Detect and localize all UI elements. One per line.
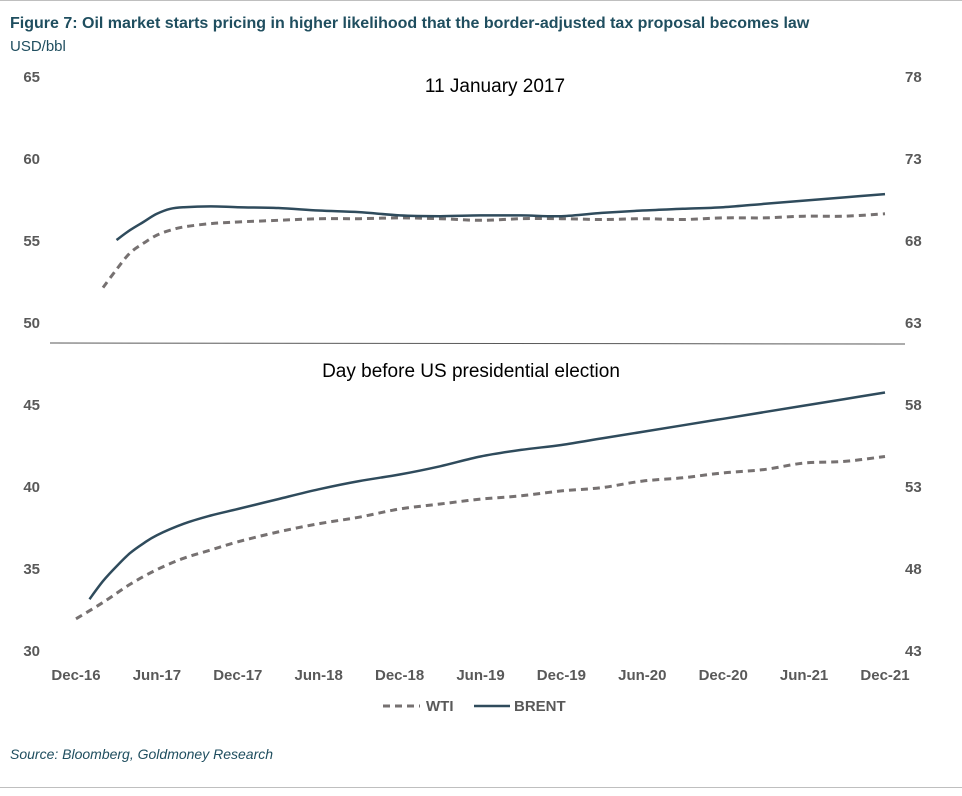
panel-divider xyxy=(49,342,906,345)
bottom-brent-line xyxy=(88,391,886,600)
series-layer xyxy=(75,192,886,621)
right-tick-label: 73 xyxy=(905,151,922,168)
left-tick-label: 45 xyxy=(23,397,40,414)
left-tick-label: 35 xyxy=(23,561,40,578)
figure-source: Source: Bloomberg, Goldmoney Research xyxy=(10,746,274,762)
left-tick-label: 55 xyxy=(23,233,40,250)
x-tick-label: Dec-20 xyxy=(699,667,748,684)
x-tick-label: Jun-20 xyxy=(618,667,666,684)
right-tick-label: 63 xyxy=(905,315,922,332)
legend-wti-label: WTI xyxy=(426,698,454,715)
bottom-rule xyxy=(0,787,962,788)
right-tick-label: 68 xyxy=(905,233,922,250)
x-axis: Dec-16 Jun-17 Dec-17 Jun-18 Dec-18 Jun-19 Dec-… xyxy=(51,667,909,684)
left-tick-label: 40 xyxy=(23,479,40,496)
legend-brent-label: BRENT xyxy=(514,698,566,715)
figure-unit: USD/bbl xyxy=(10,38,66,55)
x-tick-label: Jun-21 xyxy=(780,667,828,684)
x-tick-label: Jun-19 xyxy=(456,667,504,684)
left-tick-label: 60 xyxy=(23,151,40,168)
x-tick-label: Dec-16 xyxy=(51,667,100,684)
right-axis: 78 73 68 63 58 53 48 43 xyxy=(905,69,922,660)
x-tick-label: Jun-18 xyxy=(295,667,343,684)
right-tick-label: 58 xyxy=(905,397,922,414)
top-wti-line xyxy=(101,212,886,289)
left-axis: 65 60 55 50 45 40 35 30 xyxy=(23,69,40,660)
x-tick-label: Dec-19 xyxy=(537,667,586,684)
figure-title: Figure 7: Oil market starts pricing in h… xyxy=(10,15,810,32)
x-tick-label: Dec-21 xyxy=(860,667,909,684)
panel-label-bottom: Day before US presidential election xyxy=(322,361,620,382)
x-tick-label: Jun-17 xyxy=(133,667,181,684)
right-tick-label: 78 xyxy=(905,69,922,86)
right-tick-label: 43 xyxy=(905,643,922,660)
x-tick-label: Dec-17 xyxy=(213,667,262,684)
legend: WTI BRENT xyxy=(383,698,566,715)
top-brent-line xyxy=(115,192,886,242)
right-tick-label: 48 xyxy=(905,561,922,578)
top-rule xyxy=(0,0,962,1)
x-tick-label: Dec-18 xyxy=(375,667,424,684)
left-tick-label: 50 xyxy=(23,315,40,332)
left-tick-label: 65 xyxy=(23,69,40,86)
bottom-wti-line xyxy=(75,455,886,621)
right-tick-label: 53 xyxy=(905,479,922,496)
panel-label-top: 11 January 2017 xyxy=(425,76,565,97)
left-tick-label: 30 xyxy=(23,643,40,660)
